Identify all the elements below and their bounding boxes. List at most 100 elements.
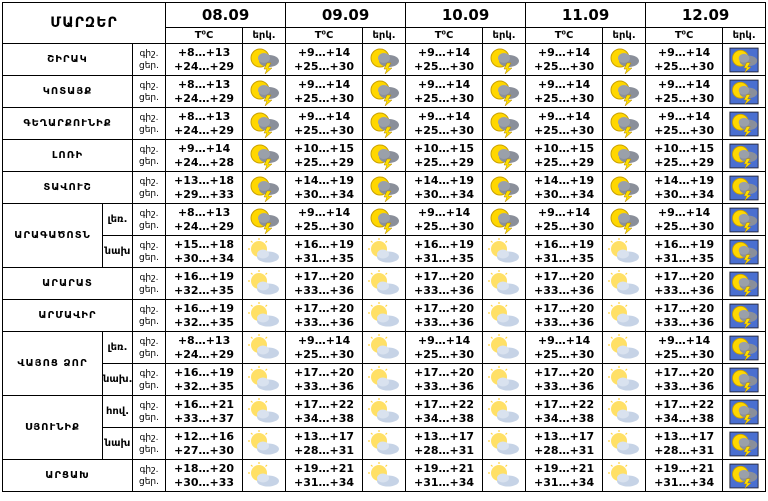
region-name: ՇԻՐԱԿ bbox=[2, 43, 133, 76]
day-temp: +34…+38 bbox=[294, 411, 355, 425]
night-temp: +8…+13 bbox=[177, 77, 231, 91]
region-name: ԿՈՏԱՅՔ bbox=[2, 75, 133, 108]
night-temp: +9…+14 bbox=[537, 77, 591, 91]
weather bbox=[482, 235, 527, 268]
region-name: ԱՐՄԱՎԻՐ bbox=[2, 299, 133, 332]
weather-header: երկ. bbox=[242, 27, 287, 44]
temperature: +10…+15 +25…+29 bbox=[285, 139, 364, 172]
region-row: ԱՐՄԱՎԻՐ գիշ. ցեր. +16…+19 +32…+35 +17…+20 +33…… bbox=[2, 299, 767, 332]
day-temp: +33…+36 bbox=[534, 379, 595, 393]
weather bbox=[602, 235, 647, 268]
weather-icon bbox=[729, 111, 759, 137]
weather-icon bbox=[488, 461, 520, 486]
day-temp: +28…+31 bbox=[534, 443, 595, 457]
weather bbox=[362, 139, 407, 172]
night-temp: +9…+14 bbox=[297, 109, 351, 123]
weather-icon bbox=[729, 143, 759, 169]
weather-icon bbox=[248, 301, 280, 326]
period-labels: գիշ. ցեր. bbox=[131, 459, 167, 492]
weather bbox=[242, 395, 287, 428]
temperature: +9…+14 +25…+30 bbox=[285, 75, 364, 108]
region-row: ԱՐՑԱԽ գիշ. ցեր. +18…+20 +30…+33 +19…+21 +31…+3… bbox=[2, 459, 767, 492]
subheader-row: T⁰C երկ. T⁰C երկ. T⁰C երկ. T⁰C երկ. T⁰C երկ. bbox=[3, 27, 767, 44]
temperature: +17…+20 +33…+36 bbox=[645, 299, 724, 332]
region-row: ԳԵՂԱՐՔՈՒՆԻՔ գիշ. ցեր. +8…+13 +24…+29 +9…+14 +2… bbox=[2, 107, 767, 140]
night-temp: +17…+20 bbox=[294, 301, 355, 315]
weather bbox=[242, 235, 287, 268]
night-temp: +17…+20 bbox=[534, 365, 595, 379]
zone: նախ. bbox=[102, 363, 133, 396]
day-temp: +25…+30 bbox=[414, 219, 475, 233]
night-label: գիշ. bbox=[139, 432, 159, 443]
night-temp: +10…+15 bbox=[534, 141, 595, 155]
night-temp: +19…+21 bbox=[414, 461, 475, 475]
weather bbox=[482, 363, 527, 396]
weather-icon bbox=[248, 333, 280, 358]
temperature: +16…+19 +31…+35 bbox=[405, 235, 484, 268]
temperature: +9…+14 +25…+30 bbox=[525, 331, 604, 364]
day-temp: +25…+30 bbox=[414, 123, 475, 137]
temperature: +9…+14 +25…+30 bbox=[285, 331, 364, 364]
weather-icon bbox=[488, 301, 520, 326]
weather bbox=[722, 75, 767, 108]
night-temp: +9…+14 bbox=[297, 333, 351, 347]
weather bbox=[362, 75, 407, 108]
weather-icon bbox=[610, 112, 640, 138]
date: 09.09 bbox=[285, 2, 407, 28]
day-temp: +25…+30 bbox=[654, 59, 715, 73]
header-row: ՄԱՐԶԵՐ 08.09 09.09 10.09 11.09 12.09 bbox=[1, 2, 767, 44]
night-temp: +10…+15 bbox=[654, 141, 715, 155]
weather bbox=[722, 43, 767, 76]
weather bbox=[602, 299, 647, 332]
region-row: ԿՈՏԱՅՔ գիշ. ցեր. +8…+13 +24…+29 +9…+14 +25…+30… bbox=[2, 75, 767, 108]
temperature: +8…+13 +24…+29 bbox=[165, 43, 244, 76]
weather-icon bbox=[610, 80, 640, 106]
region-name: ԱՐՑԱԽ bbox=[2, 459, 133, 492]
night-label: գիշ. bbox=[139, 208, 159, 219]
weather bbox=[362, 331, 407, 364]
night-temp: +18…+20 bbox=[174, 461, 235, 475]
temperature: +9…+14 +25…+30 bbox=[285, 203, 364, 236]
temperature: +9…+14 +25…+30 bbox=[525, 107, 604, 140]
temperature: +17…+20 +33…+36 bbox=[405, 363, 484, 396]
weather-icon bbox=[370, 208, 400, 234]
weather bbox=[722, 395, 767, 428]
night-temp: +10…+15 bbox=[414, 141, 475, 155]
night-temp: +17…+20 bbox=[294, 365, 355, 379]
weather-icon bbox=[729, 175, 759, 201]
weather bbox=[242, 459, 287, 492]
day-temp: +32…+35 bbox=[174, 283, 235, 297]
weather-icon bbox=[608, 429, 640, 454]
temperature: +16…+21 +33…+37 bbox=[165, 395, 244, 428]
period-labels: գիշ. ցեր. bbox=[131, 203, 167, 236]
day-temp: +25…+30 bbox=[414, 347, 475, 361]
zone: նախ bbox=[102, 235, 133, 268]
weather bbox=[722, 139, 767, 172]
temperature: +16…+19 +31…+35 bbox=[285, 235, 364, 268]
day-temp: +25…+30 bbox=[654, 91, 715, 105]
temperature: +17…+22 +34…+38 bbox=[645, 395, 724, 428]
weather bbox=[242, 331, 287, 364]
day-temp: +28…+31 bbox=[294, 443, 355, 457]
weather-icon bbox=[729, 79, 759, 105]
day-temp: +25…+29 bbox=[654, 155, 715, 169]
night-temp: +9…+14 bbox=[417, 333, 471, 347]
night-temp: +9…+14 bbox=[297, 205, 351, 219]
weather-icon bbox=[608, 269, 640, 294]
temperature: +10…+15 +25…+29 bbox=[405, 139, 484, 172]
day-temp: +25…+30 bbox=[294, 347, 355, 361]
day-temp: +27…+30 bbox=[174, 443, 235, 457]
weather bbox=[242, 171, 287, 204]
night-temp: +17…+20 bbox=[414, 365, 475, 379]
night-temp: +9…+14 bbox=[417, 109, 471, 123]
weather bbox=[722, 427, 767, 460]
night-label: գիշ. bbox=[139, 144, 159, 155]
weather-icon bbox=[250, 144, 280, 170]
region-name: ՏԱՎՈՒՇ bbox=[2, 171, 133, 204]
temp-header: T⁰C bbox=[525, 27, 604, 44]
weather bbox=[722, 363, 767, 396]
weather-icon bbox=[729, 303, 759, 329]
temperature: +9…+14 +24…+28 bbox=[165, 139, 244, 172]
weather-icon bbox=[488, 237, 520, 262]
